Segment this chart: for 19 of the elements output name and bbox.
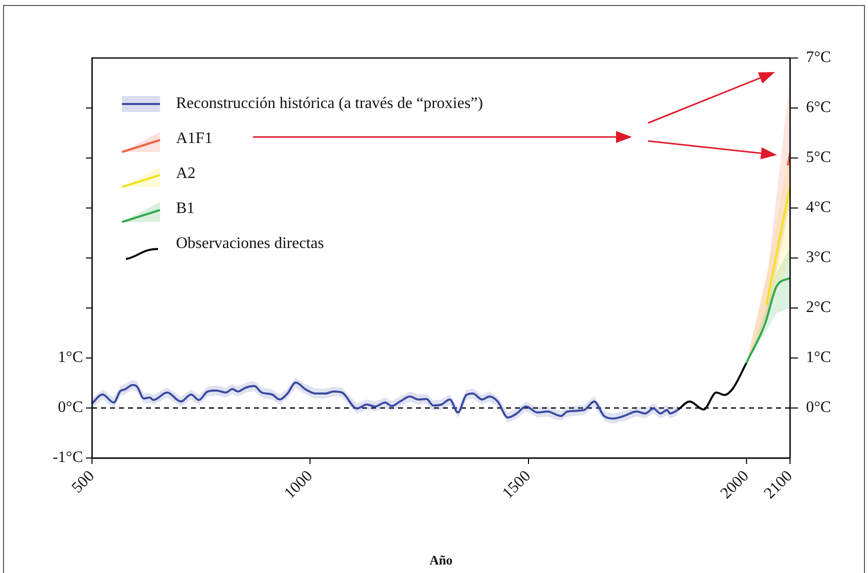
x-axis-title: Año: [429, 552, 453, 568]
y2-tick-label: 4°C: [806, 199, 832, 216]
y-tick-label: 0°C: [58, 399, 83, 416]
y2-tick-label: 0°C: [806, 399, 832, 416]
y2-tick-label: 1°C: [806, 349, 832, 366]
legend-label: A1F1: [176, 130, 212, 148]
y2-tick-label: 6°C: [806, 99, 832, 116]
legend-label: Observaciones directas: [176, 234, 324, 252]
y2-tick-label: 3°C: [806, 249, 832, 266]
y2-tick-label: 2°C: [806, 299, 832, 316]
y-tick-label: 1°C: [58, 349, 83, 366]
legend-label: B1: [176, 200, 195, 218]
line-series: [745, 277, 790, 364]
legend-label: A2: [176, 164, 196, 182]
legend-label: Reconstrucción histórica (a través de “proxies”): [176, 94, 483, 112]
y2-tick-label: 5°C: [806, 149, 832, 166]
y-tick-label: -1°C: [52, 449, 83, 466]
x-tick-label: 500: [68, 468, 98, 497]
y2-tick-label: 7°C: [806, 49, 832, 66]
